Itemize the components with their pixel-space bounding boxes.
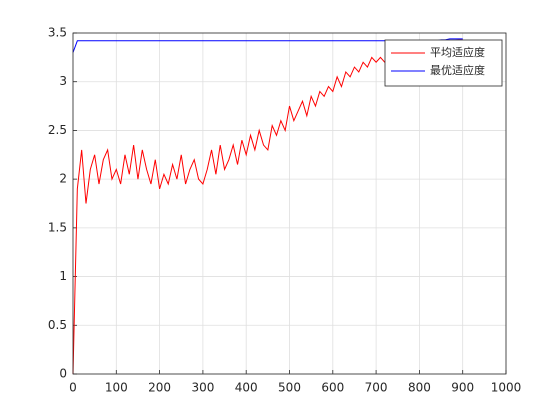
x-tick-label: 100 (105, 381, 128, 395)
legend-label: 最优适应度 (430, 63, 485, 77)
y-tick-label: 2 (59, 172, 67, 186)
y-tick-label: 1 (59, 269, 67, 283)
legend-label: 平均适应度 (430, 45, 485, 59)
y-tick-label: 1.5 (48, 220, 67, 234)
x-tick-label: 0 (69, 381, 77, 395)
x-tick-label: 400 (235, 381, 258, 395)
x-tick-label: 600 (321, 381, 344, 395)
x-tick-label: 300 (191, 381, 214, 395)
y-tick-label: 2.5 (48, 123, 67, 137)
y-tick-label: 3.5 (48, 26, 67, 40)
x-tick-label: 200 (148, 381, 171, 395)
legend-box (384, 39, 503, 87)
x-tick-label: 700 (365, 381, 388, 395)
x-tick-label: 800 (408, 381, 431, 395)
x-tick-label: 500 (278, 381, 301, 395)
y-tick-label: 0 (59, 367, 67, 381)
axes-box (72, 32, 507, 375)
y-tick-label: 3 (59, 74, 67, 88)
x-tick-label: 900 (451, 381, 474, 395)
y-tick-label: 0.5 (48, 318, 67, 332)
x-tick-label: 1000 (491, 381, 522, 395)
